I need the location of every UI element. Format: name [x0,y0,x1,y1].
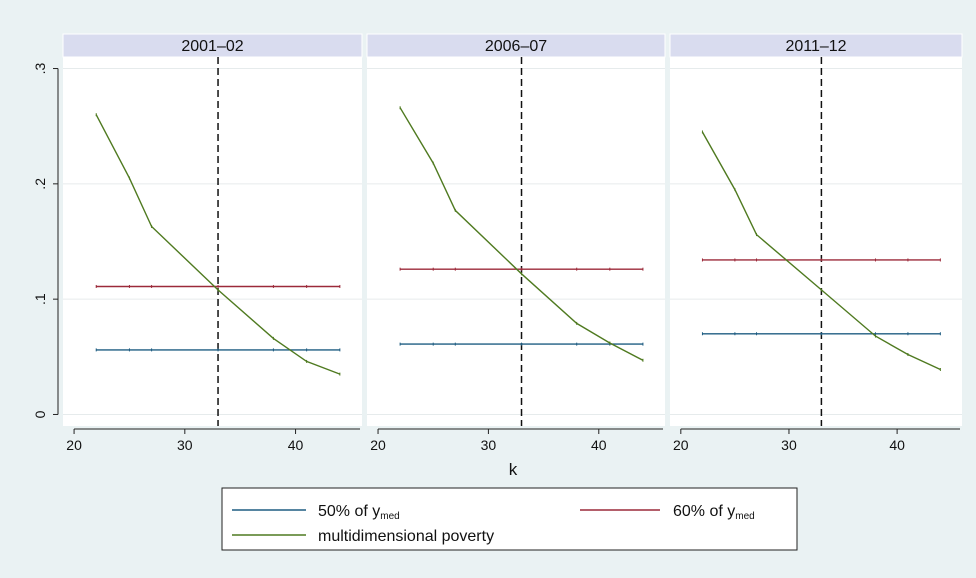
x-tick-label: 30 [177,437,193,453]
x-tick-label: 40 [591,437,607,453]
x-axis-label: k [509,460,518,479]
x-tick-label: 20 [673,437,689,453]
plot-area [367,57,665,426]
plot-area [670,57,962,426]
legend-box [221,487,798,551]
x-tick-label: 20 [370,437,386,453]
y-tick-label: .1 [32,293,48,305]
x-tick-label: 30 [481,437,497,453]
x-tick-label: 30 [781,437,797,453]
legend-subscript: med [380,511,399,522]
x-tick-label: 20 [66,437,82,453]
y-tick-label: .2 [32,178,48,190]
legend-label-p60: 60% of ymed [673,503,755,522]
panel-title: 2006–07 [485,38,547,55]
x-tick-label: 40 [288,437,304,453]
legend-label-mdp: multidimensional poverty [318,528,494,545]
panel-title: 2001–02 [181,38,243,55]
panel-title: 2011–12 [785,38,846,55]
legend-subscript: med [735,511,754,522]
x-tick-label: 40 [889,437,905,453]
y-tick-label: 0 [32,410,48,418]
legend-label-p50: 50% of ymed [318,503,400,522]
y-tick-label: .3 [32,62,48,74]
plot-area [63,57,362,426]
